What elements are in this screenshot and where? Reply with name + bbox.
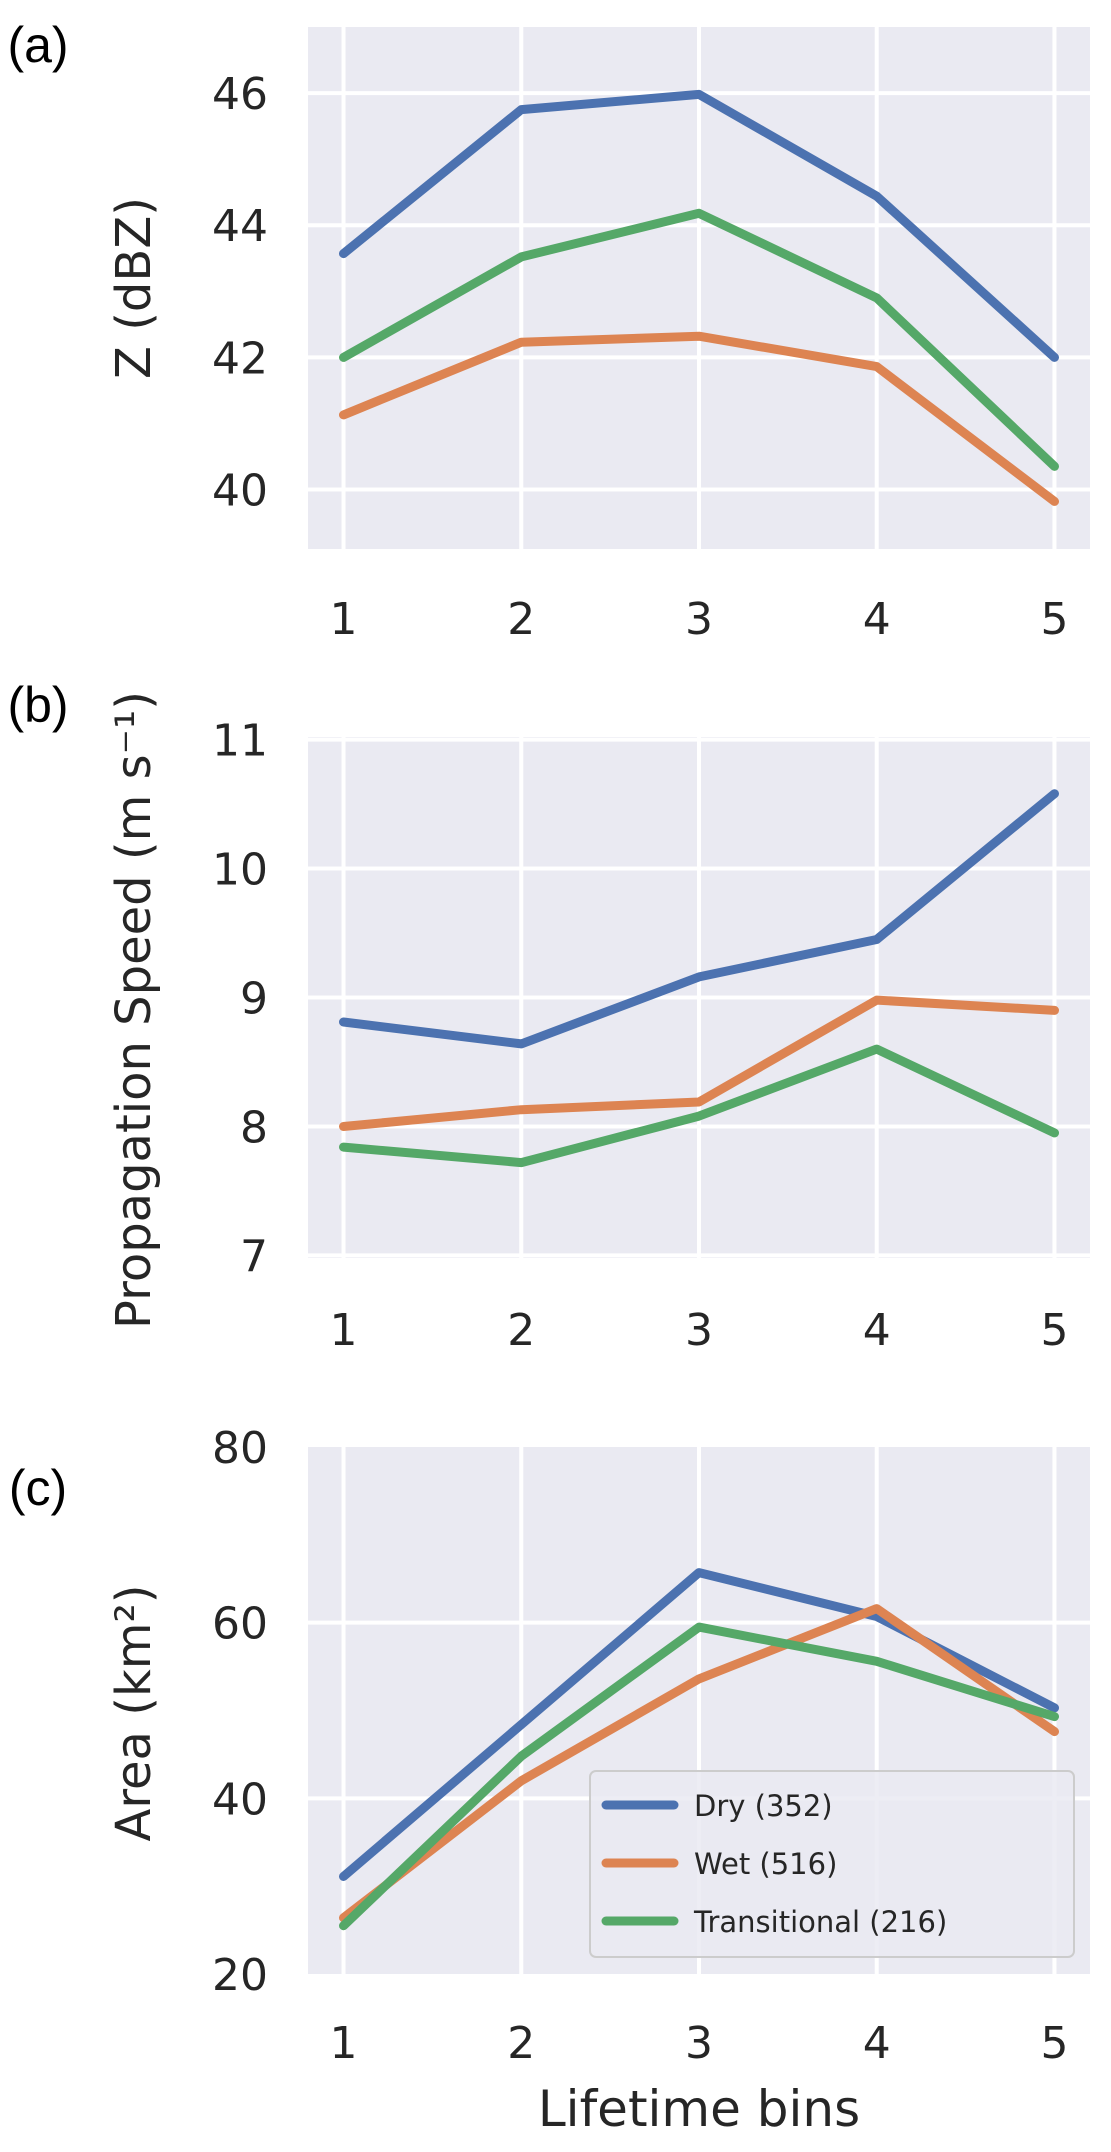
x-tick-label: 5 [1040, 2018, 1068, 2069]
legend-label: Transitional (216) [693, 1905, 947, 1939]
y-tick-label: 40 [212, 1774, 268, 1825]
x-tick-label: 4 [863, 2018, 891, 2069]
y-tick-label: 80 [212, 1423, 268, 1474]
x-tick-label: 1 [330, 2018, 358, 2069]
panel-label: (c) [9, 1460, 67, 1516]
x-tick-label: 5 [1040, 594, 1068, 645]
x-axis-label: Lifetime bins [538, 2080, 860, 2138]
legend-item: Dry (352) [601, 1789, 833, 1823]
x-tick-label: 3 [685, 594, 713, 645]
x-tick-label: 3 [685, 2018, 713, 2069]
y-tick-label: 9 [240, 974, 268, 1025]
y-tick-label: 42 [212, 333, 268, 384]
x-tick-label: 1 [330, 594, 358, 645]
y-tick-label: 7 [240, 1231, 268, 1282]
y-tick-label: 20 [212, 1950, 268, 2001]
y-tick-label: 8 [240, 1102, 268, 1153]
panel-label: (a) [7, 17, 68, 73]
legend-item: Wet (516) [601, 1847, 837, 1881]
y-tick-label: 46 [212, 69, 268, 120]
y-tick-label: 11 [212, 716, 268, 767]
x-tick-label: 4 [863, 1305, 891, 1356]
legend-label: Wet (516) [694, 1847, 837, 1881]
legend: Dry (352) Wet (516) Transitional (216) [589, 1770, 1075, 1958]
y-tick-label: 60 [212, 1599, 268, 1650]
panel-label: (b) [7, 677, 68, 733]
x-tick-label: 2 [507, 1305, 535, 1356]
x-tick-label: 5 [1040, 1305, 1068, 1356]
y-axis-label: Z (dBZ) [106, 197, 162, 379]
panel-a: 1 2 3 4 5 40 42 44 46 (a) Z (dBZ) [7, 17, 1090, 645]
y-tick-label: 40 [212, 466, 268, 517]
x-tick-label: 4 [863, 594, 891, 645]
y-tick-label: 44 [212, 201, 268, 252]
legend-box [589, 1770, 1075, 1958]
legend-item: Transitional (216) [601, 1905, 947, 1939]
y-tick-label: 10 [212, 845, 268, 896]
x-tick-label: 1 [330, 1305, 358, 1356]
y-axis-label: Propagation Speed (m s⁻¹) [106, 691, 162, 1329]
x-tick-label: 3 [685, 1305, 713, 1356]
legend-label: Dry (352) [694, 1789, 833, 1823]
panel-b: 1 2 3 4 5 7 8 9 10 11 (b) Propagation Speed (m s⁻¹) [7, 677, 1090, 1356]
x-tick-label: 2 [507, 594, 535, 645]
y-axis-label: Area (km²) [106, 1585, 162, 1842]
x-tick-label: 2 [507, 2018, 535, 2069]
